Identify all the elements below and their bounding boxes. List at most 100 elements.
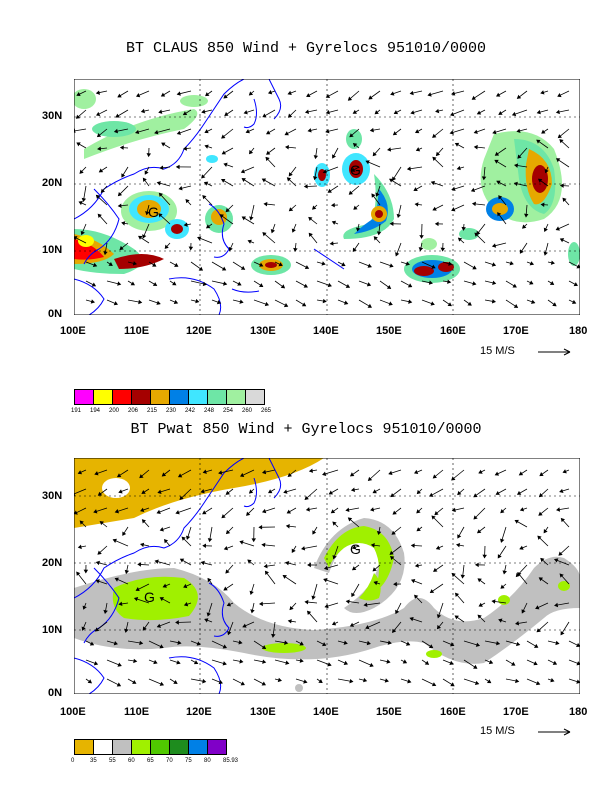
wind-vector-head [450, 111, 455, 117]
wind-vector-head [130, 281, 135, 286]
wind-vector-head [223, 545, 229, 551]
wind-vector-head [203, 181, 209, 186]
wind-vector-head [305, 507, 310, 512]
wind-vector-head [179, 558, 185, 563]
wind-vector-head [370, 507, 375, 512]
wind-vector-head [558, 551, 563, 556]
wind-vector-head [307, 562, 311, 568]
wind-vector-head [117, 203, 122, 208]
panel1-lon-170e: 170E [503, 325, 529, 337]
wind-vector-head [429, 589, 435, 594]
wind-vector-head [405, 641, 411, 646]
wind-vector-head [202, 510, 207, 515]
wind-vector-head [251, 538, 257, 543]
wind-vector-head [472, 265, 477, 270]
wind-vector-head [94, 627, 100, 632]
wind-vector-head [481, 176, 487, 181]
wind-vector-head [323, 578, 328, 583]
panel1-title: BT CLAUS 850 Wind + Gyrelocs 951010/0000 [125, 40, 487, 57]
wind-vector-head [261, 645, 267, 650]
wind-vector-head [304, 109, 310, 115]
wind-vector-head [473, 144, 478, 150]
wind-vector-head [413, 187, 418, 192]
wind-vector-head [293, 247, 298, 252]
wind-vector-head [113, 641, 118, 646]
wind-vector-head [200, 489, 205, 494]
wind-vector-head [287, 619, 292, 624]
wind-vector-head [172, 281, 177, 286]
wind-vector-head [141, 489, 146, 494]
wind-vector-head [97, 550, 102, 555]
wind-vector-head [142, 626, 147, 631]
wind-vector-head [304, 495, 309, 501]
wind-vector-head [500, 538, 505, 543]
wind-vector-head [119, 245, 124, 251]
wind-vector-head [460, 574, 466, 579]
wind-vector-head [471, 95, 476, 100]
wind-vector-head [83, 569, 89, 574]
wind-vector-head [347, 96, 353, 101]
wind-vector-head [450, 682, 455, 687]
wind-vector-head [372, 151, 377, 157]
wind-vector-head [227, 630, 232, 636]
wind-vector-head [363, 602, 368, 608]
wind-vector-head [349, 622, 355, 627]
wind-vector-head [306, 93, 311, 98]
wind-vector-head [492, 129, 497, 135]
wind-vector-head [347, 517, 353, 522]
wind-vector-head [494, 471, 500, 476]
wind-vector-head [351, 566, 357, 571]
wind-vector-head [540, 90, 545, 95]
panel2-lon-100e: 100E [60, 706, 86, 718]
wind-vector-head [332, 154, 337, 159]
wind-vector-head [556, 507, 561, 512]
wind-vector-head [160, 92, 166, 97]
wind-vector-head [447, 302, 452, 307]
wind-vector-head [535, 605, 540, 610]
panel1-gyre-mark-2: G [350, 162, 361, 178]
wind-vector-head [559, 183, 564, 188]
wind-vector-head [177, 473, 183, 478]
wind-vector-head [179, 495, 184, 500]
wind-vector-head [176, 130, 182, 135]
wind-vector-head [366, 282, 372, 287]
wind-vector-head [311, 595, 316, 600]
wind-vector-head [331, 220, 337, 225]
wind-vector-head [457, 237, 463, 242]
wind-vector-head [159, 527, 164, 532]
wind-vector-head [511, 661, 516, 666]
wind-vector-head [553, 558, 559, 563]
wind-vector-head [182, 111, 188, 116]
wind-vector-head [225, 529, 231, 535]
wind-vector-head [93, 661, 99, 666]
wind-vector-head [434, 221, 439, 227]
wind-vector-head [341, 262, 346, 267]
wind-vector-head [331, 202, 335, 208]
wind-vector-head [351, 167, 356, 172]
wind-vector-head [409, 90, 414, 96]
wind-vector-head [216, 300, 222, 305]
wind-vector-head [448, 261, 453, 266]
wind-vector-head [540, 557, 545, 563]
wind-vector-head [249, 590, 254, 595]
wind-vector-head [536, 628, 541, 633]
panel1-colorbar-label: 191 [71, 408, 82, 414]
wind-vector-head [301, 546, 306, 551]
wind-vector-head [301, 302, 307, 307]
wind-vector-head [288, 207, 294, 212]
wind-vector-head [474, 680, 480, 686]
panel2-coastline [74, 458, 282, 694]
wind-vector-head [555, 109, 560, 115]
wind-vector-head [451, 91, 456, 96]
wind-vector-head [207, 577, 212, 583]
wind-vector-head [350, 487, 356, 493]
wind-vector-head [261, 178, 267, 183]
wind-vector-head [204, 618, 209, 623]
panel1-colorbar-swatch [207, 389, 227, 405]
wind-vector-head [491, 299, 496, 304]
wind-vector-head [332, 521, 337, 526]
wind-vector-head [325, 110, 330, 115]
panel2-colorbar-label: 80 [204, 758, 211, 764]
wind-vector-head [196, 641, 201, 646]
wind-vector-head [375, 192, 380, 197]
